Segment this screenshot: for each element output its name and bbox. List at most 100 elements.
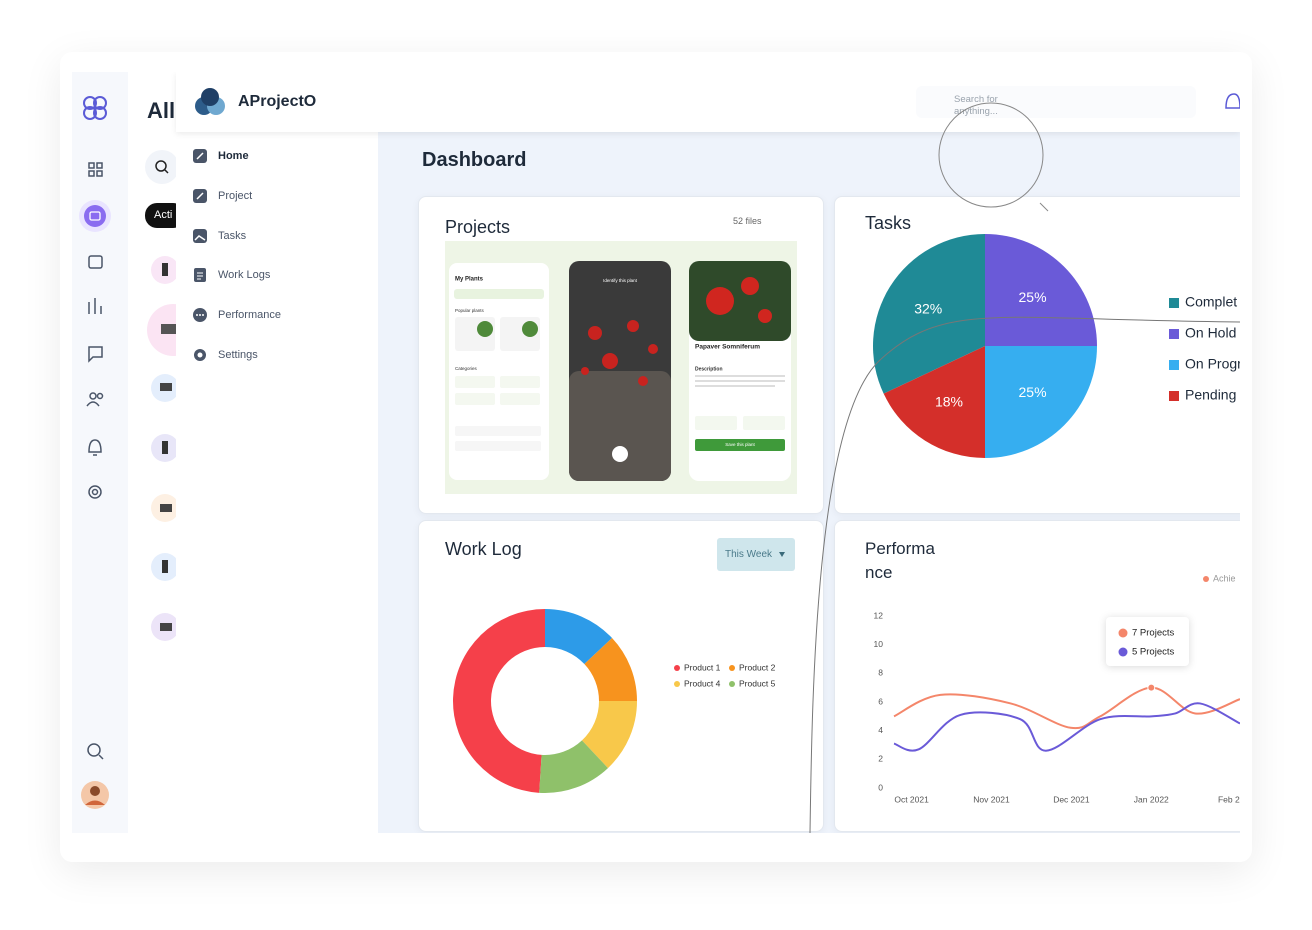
menu-item[interactable]: Tasks <box>188 223 368 249</box>
sidebar: Home Project Tasks Work Logs Performance… <box>176 132 378 833</box>
menu-item[interactable]: Home <box>188 143 368 169</box>
mockup-text: Identify this plant <box>603 278 638 283</box>
calendar-icon[interactable] <box>88 255 103 269</box>
dropdown-label: This Week <box>725 549 773 560</box>
bell-icon[interactable] <box>88 439 102 456</box>
line <box>893 686 1240 730</box>
slice-label: 18% <box>935 393 963 409</box>
legend-swatch <box>1169 298 1179 308</box>
search-box[interactable]: Search for anything... <box>916 86 1196 118</box>
mockup-text: My Plants <box>455 277 484 283</box>
performance-card: Performance 0 2 4 6 8 10 12 Oct 2021 Nov 2021 Dec… <box>834 520 1240 832</box>
work-log-card: Work Log This Week Product 1 Product 2 Pro… <box>418 520 824 832</box>
period-dropdown[interactable]: This Week <box>717 538 795 571</box>
legend-label: Product 1 <box>684 662 721 672</box>
rail-icons <box>79 96 111 809</box>
mockup-text: Papaver Somniferum <box>695 344 760 351</box>
slice-label: 25% <box>1019 289 1047 305</box>
work-log-chart: Product 1 Product 2 Product 4 Product 5 <box>453 609 776 793</box>
legend-label: Product 2 <box>739 662 776 672</box>
legend-dot <box>674 665 680 671</box>
x-tick-label: Oct 2021 <box>894 794 929 804</box>
y-tick-label: 2 <box>878 754 883 764</box>
legend-label: Product 4 <box>684 678 721 688</box>
file-count: 52 files <box>733 216 762 226</box>
slice <box>584 638 637 701</box>
menu-item[interactable]: Performance <box>188 302 368 328</box>
grid-icon[interactable] <box>88 162 103 177</box>
main: Dashboard Projects 52 files My Plants Po… <box>378 132 1240 833</box>
page-title: Dashboard <box>422 149 527 171</box>
settings-icon[interactable] <box>88 485 102 499</box>
logo <box>83 96 107 120</box>
menu-label: Home <box>218 150 249 162</box>
users-icon[interactable] <box>86 392 104 407</box>
slice-label: 25% <box>1019 384 1047 400</box>
search-icon[interactable] <box>87 743 104 760</box>
y-tick-label: 8 <box>878 668 883 678</box>
app: All Acti AProjectO Search for anything..… <box>72 72 1240 833</box>
performance-chart: 0 2 4 6 8 10 12 Oct 2021 Nov 2021 Dec 2021 Jan 202… <box>874 573 1240 804</box>
tooltip-dot <box>1118 647 1128 657</box>
slice <box>985 346 1097 458</box>
y-tick-label: 6 <box>878 696 883 706</box>
legend-label: Complet <box>1185 294 1237 310</box>
mockup-text: Popular plants <box>455 308 485 313</box>
y-tick-label: 0 <box>878 782 883 792</box>
menu-item[interactable]: Work Logs <box>188 262 368 288</box>
menu-label: Project <box>218 190 253 202</box>
stats-icon[interactable] <box>88 298 102 314</box>
x-tick-label: Dec 2021 <box>1053 794 1090 804</box>
menu-item[interactable]: Project <box>188 183 368 209</box>
legend-label: Product 5 <box>739 678 776 688</box>
chat-icon[interactable] <box>88 346 103 363</box>
menu-label: Work Logs <box>218 269 271 281</box>
mockup-text: Description <box>695 366 723 372</box>
legend-dot <box>674 681 680 687</box>
brand-name: AProjectO <box>238 93 317 110</box>
slice <box>545 609 613 665</box>
mockup-text: Save this plant <box>725 442 755 447</box>
card-title: Tasks <box>865 213 912 233</box>
menu-label: Settings <box>218 349 258 361</box>
x-tick-label: Jan 2022 <box>1134 794 1169 804</box>
brand-logo <box>195 88 225 115</box>
projects-card: Projects 52 files My Plants Popular plan… <box>418 196 824 514</box>
tasks-chart: 32% 25% 25% 18% Complet On Hold On Progr Pendin… <box>873 234 1240 458</box>
mockup-text: Categories <box>455 366 478 371</box>
slice <box>539 740 608 793</box>
slice <box>581 701 637 769</box>
tooltip-dot <box>1118 628 1128 638</box>
search-placeholder: Search for anything... <box>954 94 998 117</box>
projects-panel: All Acti <box>128 72 176 833</box>
card-title: Work Log <box>445 539 522 559</box>
project-preview: My Plants Popular plants Categories Iden… <box>445 241 797 494</box>
legend-swatch <box>1169 329 1179 339</box>
legend-label: Pending <box>1185 387 1236 403</box>
menu-item[interactable]: Settings <box>188 342 368 368</box>
panel-search[interactable] <box>145 150 176 184</box>
y-tick-label: 10 <box>874 639 884 649</box>
y-tick-label: 4 <box>878 725 883 735</box>
legend-dot <box>1203 576 1209 582</box>
legend-label: On Progr <box>1185 356 1240 372</box>
x-tick-label: Nov 2021 <box>973 794 1010 804</box>
panel-icons <box>145 150 176 641</box>
panel-tab[interactable] <box>145 203 176 228</box>
tasks-card: Tasks 32% 25% 25% 18% Complet On Hold On Progr… <box>834 196 1240 514</box>
tooltip-text: 7 Projects <box>1132 628 1174 639</box>
header: AProjectO Search for anything... <box>176 72 1240 132</box>
card-title: Projects <box>445 217 511 237</box>
panel-tab-label: Acti <box>154 209 173 221</box>
legend-dot <box>729 681 735 687</box>
legend-swatch <box>1169 391 1179 401</box>
y-tick-label: 12 <box>874 610 884 620</box>
tooltip-text: 5 Projects <box>1132 647 1174 658</box>
menu-label: Performance <box>218 309 281 321</box>
notifications[interactable] <box>1222 88 1240 114</box>
slice <box>453 609 545 793</box>
slice-label: 32% <box>914 301 942 317</box>
active-icon[interactable] <box>84 205 106 227</box>
